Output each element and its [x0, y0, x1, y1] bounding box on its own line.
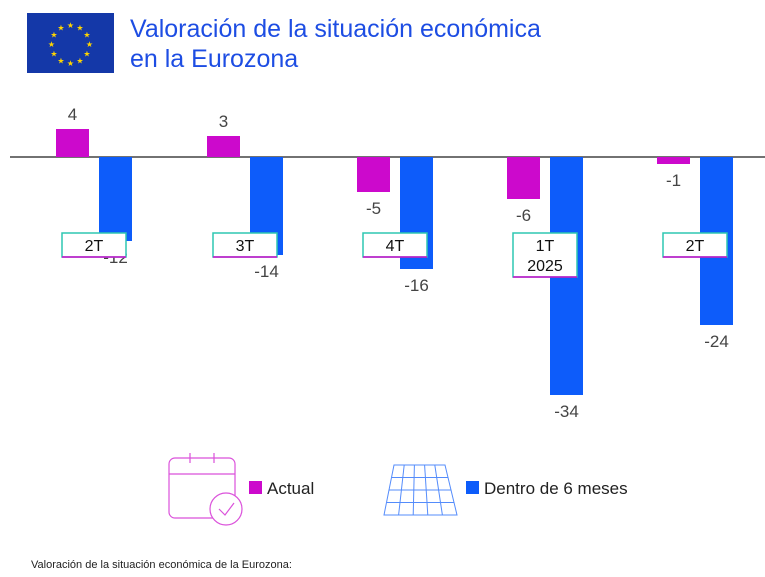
category-label: 2T	[61, 232, 127, 258]
legend-swatch-future	[466, 481, 479, 494]
category-label-text: 2T	[686, 238, 705, 255]
eu-flag-icon: ★ ★★★★★★★★★★★	[27, 13, 114, 73]
flag-star: ★	[57, 57, 64, 66]
data-label-actual: 3	[219, 112, 228, 131]
flag-background	[27, 13, 114, 73]
flag-star: ★	[83, 50, 90, 59]
title-line-1: Valoración de la situación económica	[130, 15, 541, 43]
data-label-future: -34	[554, 402, 579, 421]
category-label-text: 2025	[527, 258, 563, 275]
category-label: 1T 2025	[512, 232, 578, 278]
category-label: 4T	[362, 232, 428, 258]
bar-chart: 43-5-6-1-12-14-16-34-242T3T4T1T20252TAct…	[10, 105, 765, 526]
legend: Actual Dentro de 6 meses	[168, 453, 628, 526]
flag-star: ★	[83, 31, 90, 40]
flag-star: ★	[50, 50, 57, 59]
legend-label-actual: Actual	[267, 479, 314, 498]
data-label-actual: -5	[366, 199, 381, 218]
category-label-text: 3T	[236, 238, 255, 255]
flag-stars: ★ ★★★★★★★★★★★	[48, 21, 93, 68]
category-label-box	[662, 232, 728, 258]
bar-actual	[56, 129, 89, 157]
flag-star: ★	[67, 21, 74, 30]
footer-note: Valoración de la situación económica de …	[31, 559, 292, 571]
category-label-text: 1T	[536, 238, 555, 255]
category-label-box	[512, 232, 578, 278]
bar-future	[99, 157, 132, 241]
page-title: Valoración de la situación económica en …	[130, 14, 541, 74]
data-label-future: -14	[254, 262, 279, 281]
data-label-actual: -6	[516, 206, 531, 225]
flag-star: ★	[48, 40, 55, 49]
data-label-future: -24	[704, 332, 729, 351]
legend-label-future: Dentro de 6 meses	[484, 479, 628, 498]
category-label: 2T	[662, 232, 728, 258]
title-line-2: en la Eurozona	[130, 45, 299, 73]
category-label: 3T	[212, 232, 278, 258]
bar-actual	[207, 136, 240, 157]
legend-swatch-actual	[249, 481, 262, 494]
category-label-text: 2T	[85, 238, 104, 255]
bar-actual	[657, 157, 690, 164]
flag-star: ★	[76, 24, 83, 33]
flag-star: ★	[86, 40, 93, 49]
category-label-text: 4T	[386, 238, 405, 255]
bar-actual	[357, 157, 390, 192]
flag-star: ★	[67, 59, 74, 68]
flag-star: ★	[76, 57, 83, 66]
data-label-future: -16	[404, 276, 429, 295]
category-label-box	[61, 232, 127, 258]
flag-star: ★	[50, 31, 57, 40]
calendar-check-icon	[168, 453, 243, 526]
solar-panel-icon	[383, 464, 458, 516]
bar-actual	[507, 157, 540, 199]
data-label-actual: -1	[666, 171, 681, 190]
flag-star: ★	[57, 24, 64, 33]
category-label-box	[362, 232, 428, 258]
data-label-actual: 4	[68, 105, 77, 124]
